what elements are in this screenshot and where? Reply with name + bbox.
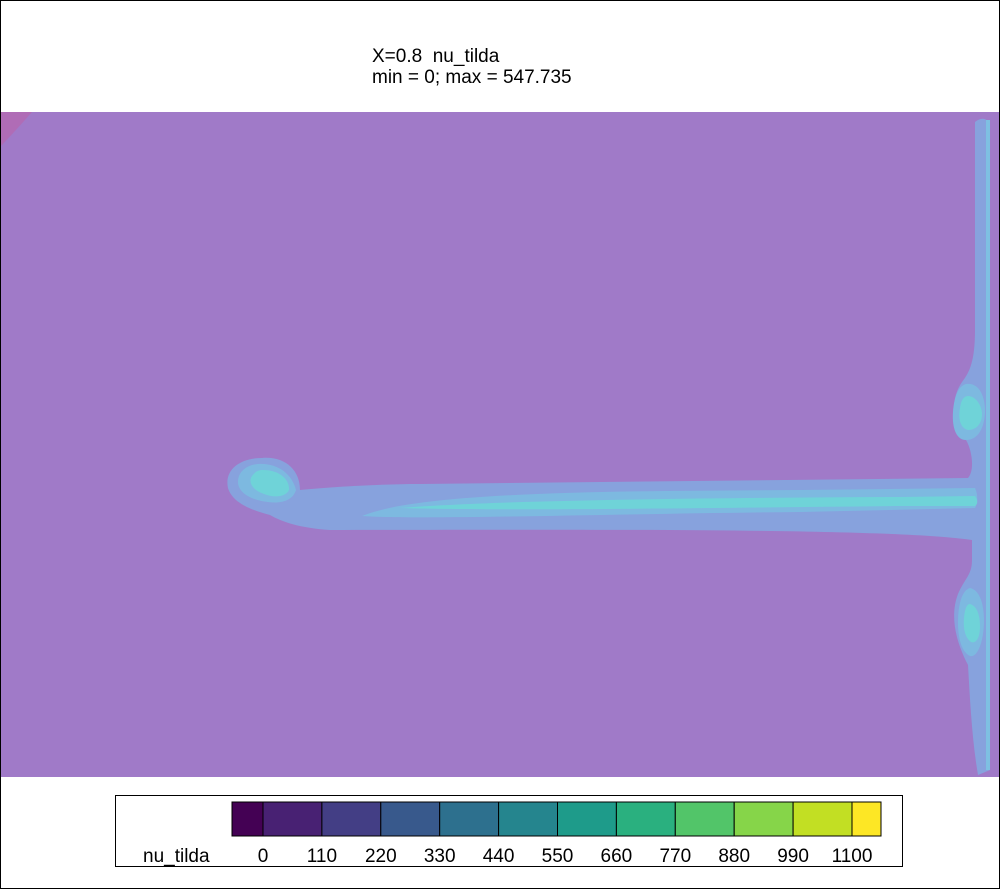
colorbar-segment — [851, 801, 882, 837]
title-line-1: X=0.8 nu_tilda — [372, 46, 500, 67]
colorbar-tick-label: 770 — [659, 846, 692, 867]
plot-title: X=0.8 nu_tilda min = 0; max = 547.735 — [372, 46, 572, 88]
colorbar-segment — [498, 801, 559, 837]
contour-background — [1, 112, 999, 777]
colorbar-segment — [439, 801, 500, 837]
colorbar-tick-label: 220 — [364, 846, 397, 867]
colorbar-segment — [231, 801, 264, 837]
colorbar-segment — [733, 801, 794, 837]
colorbar-tick-label: 550 — [541, 846, 574, 867]
title-line-2: min = 0; max = 547.735 — [372, 67, 572, 88]
colorbar-segment — [262, 801, 323, 837]
colorbar — [231, 801, 882, 837]
colorbar-tick-label: 660 — [600, 846, 633, 867]
colorbar-segment — [380, 801, 441, 837]
colorbar-tick-label: 1100 — [831, 846, 873, 867]
colorbar-tick-label: 880 — [718, 846, 751, 867]
colorbar-segment — [674, 801, 735, 837]
colorbar-segment — [792, 801, 853, 837]
colorbar-tick-label: 0 — [257, 846, 269, 867]
colorbar-tick-label: 330 — [423, 846, 456, 867]
colorbar-tick-label: 990 — [777, 846, 809, 867]
colorbar-segment — [615, 801, 676, 837]
colorbar-tick-label: 110 — [306, 846, 338, 867]
colorbar-legend: nu_tilda 0 110 220 330 440 550 660 770 880 990 110… — [115, 795, 903, 867]
colorbar-tick-label: 440 — [482, 846, 515, 867]
colorbar-label: nu_tilda — [143, 846, 210, 867]
colorbar-segment — [557, 801, 617, 837]
right-edge-stripe — [986, 120, 990, 770]
colorbar-segment — [321, 801, 382, 837]
corner-contour — [1, 112, 32, 146]
